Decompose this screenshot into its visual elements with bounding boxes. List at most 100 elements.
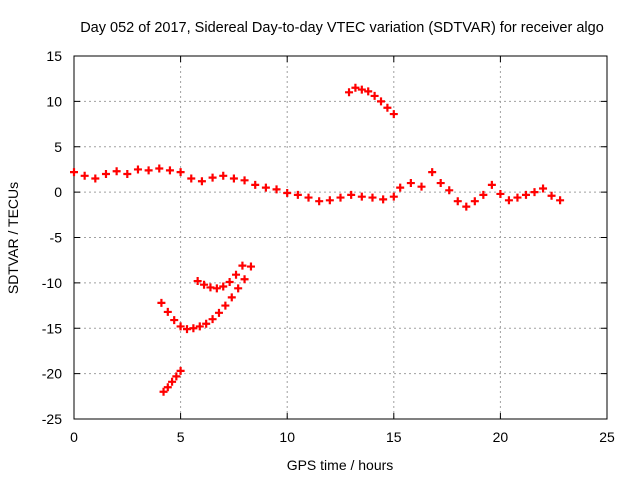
data-point [530, 188, 539, 197]
data-point [170, 316, 179, 325]
data-point [240, 176, 249, 185]
grid-lines [74, 56, 607, 419]
x-tick-label: 10 [279, 429, 295, 445]
data-point [172, 372, 181, 381]
data-point [513, 193, 522, 202]
series-main-band [70, 164, 565, 211]
data-point [176, 366, 185, 375]
y-tick-label: 5 [54, 139, 62, 155]
data-point [155, 164, 164, 173]
data-point [195, 322, 204, 331]
data-point [504, 196, 513, 205]
series-arc-13-15h [345, 83, 398, 119]
y-tick-label: -10 [42, 275, 62, 291]
data-point [357, 192, 366, 201]
data-point [547, 191, 556, 200]
data-point [157, 298, 166, 307]
data-point [347, 190, 356, 199]
data-point [112, 167, 121, 176]
data-point [364, 87, 373, 96]
data-point [479, 190, 488, 199]
data-point [325, 196, 334, 205]
x-tick-label: 0 [70, 429, 78, 445]
chart-title: Day 052 of 2017, Sidereal Day-to-day VTE… [80, 20, 604, 36]
data-point [470, 197, 479, 206]
data-point [556, 196, 565, 205]
y-tick-label: -20 [42, 366, 62, 382]
data-point [168, 377, 177, 386]
data-point [336, 193, 345, 202]
data-point [368, 193, 377, 202]
data-point [214, 308, 223, 317]
data-point [193, 277, 202, 286]
data-point [212, 284, 221, 293]
data-point [453, 197, 462, 206]
data-point [227, 293, 236, 302]
data-point [406, 179, 415, 188]
data-point [165, 166, 174, 175]
x-tick-label: 20 [493, 429, 509, 445]
data-point [246, 262, 255, 271]
y-tick-label: 0 [54, 184, 62, 200]
data-point [370, 91, 379, 100]
data-point [238, 261, 247, 270]
data-point [144, 166, 153, 175]
x-tick-label: 15 [386, 429, 402, 445]
data-point [462, 202, 471, 211]
data-point [272, 185, 281, 194]
x-tick-label: 25 [599, 429, 615, 445]
data-point [163, 383, 172, 392]
data-point [176, 322, 185, 331]
x-axis-label: GPS time / hours [287, 457, 394, 473]
data-point [539, 184, 548, 193]
y-tick-labels: -25 -20 -15 -10 -5 0 5 10 15 [42, 48, 62, 427]
data-point [389, 110, 398, 119]
data-points [70, 83, 565, 396]
data-point [187, 174, 196, 183]
data-point [428, 168, 437, 177]
data-point [219, 171, 228, 180]
data-point [521, 190, 530, 199]
data-point [91, 174, 100, 183]
data-point [163, 307, 172, 316]
data-point [304, 193, 313, 202]
series-arc-4-5h [159, 366, 185, 396]
axis-ticks [73, 55, 608, 420]
data-point [202, 319, 211, 328]
y-tick-label: 15 [46, 48, 62, 64]
y-tick-label: -25 [42, 411, 62, 427]
data-point [133, 165, 142, 174]
data-point [189, 324, 198, 333]
data-point [283, 189, 292, 198]
data-point [436, 179, 445, 188]
data-point [389, 192, 398, 201]
data-point [219, 282, 228, 291]
data-point [293, 190, 302, 199]
data-point [101, 169, 110, 178]
data-point [176, 168, 185, 177]
data-point [496, 189, 505, 198]
data-point [221, 301, 230, 310]
data-point [229, 174, 238, 183]
data-point [487, 180, 496, 189]
data-point [345, 88, 354, 97]
y-axis-label: SDTVAR / TECUs [5, 182, 21, 294]
series-arc-6-8h [193, 261, 247, 293]
data-point [396, 183, 405, 192]
series-arc-4-8h [157, 262, 255, 334]
data-point [208, 173, 217, 182]
data-point [357, 85, 366, 94]
data-point [123, 169, 132, 178]
x-tick-label: 5 [177, 429, 185, 445]
data-point [417, 182, 426, 191]
data-point [197, 177, 206, 186]
data-point [315, 197, 324, 206]
y-tick-label: -15 [42, 320, 62, 336]
data-point [225, 277, 234, 286]
y-tick-label: -5 [50, 230, 63, 246]
x-tick-labels: 0 5 10 15 20 25 [70, 429, 615, 445]
data-point [80, 171, 89, 180]
data-point [351, 83, 360, 92]
data-point [377, 97, 386, 106]
